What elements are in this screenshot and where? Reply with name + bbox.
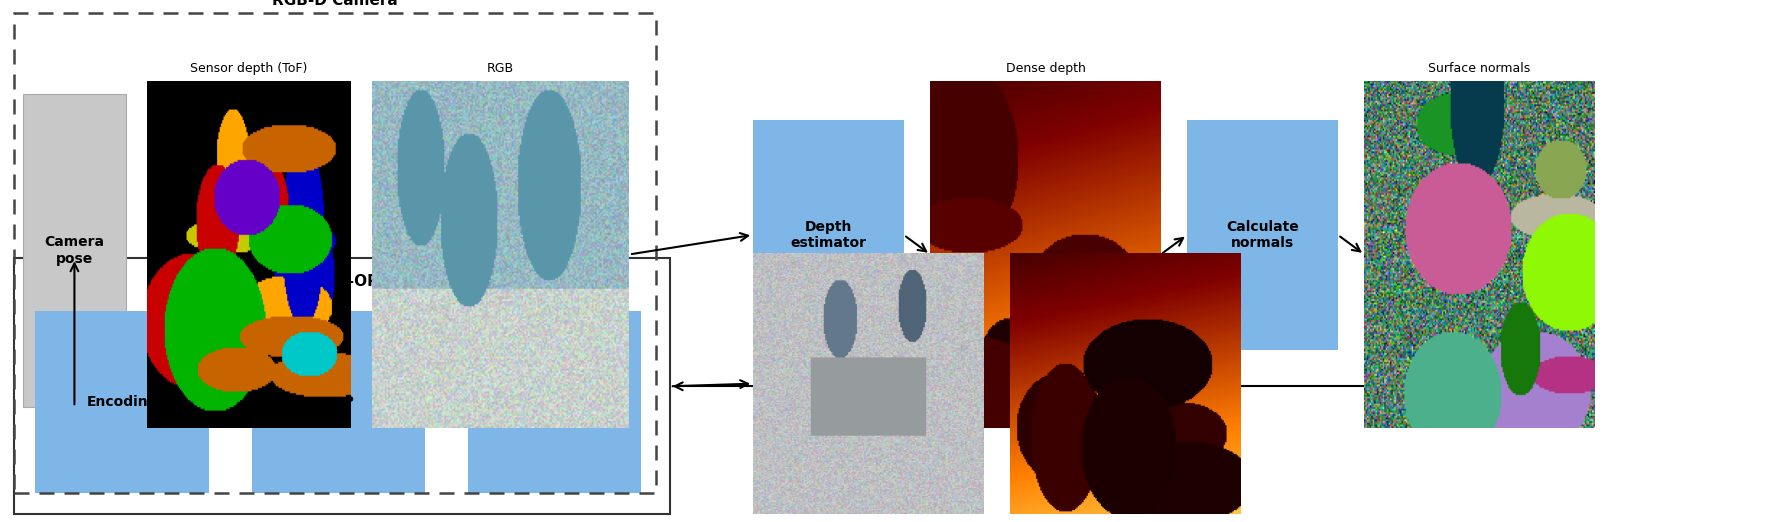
Text: Depth
estimator: Depth estimator [790, 220, 867, 250]
FancyBboxPatch shape [753, 120, 904, 350]
Text: Camera
pose: Camera pose [44, 235, 105, 266]
Text: Dense depth: Dense depth [1005, 62, 1086, 75]
FancyBboxPatch shape [35, 311, 209, 493]
Text: NeRF-OR: NeRF-OR [305, 274, 379, 289]
Text: Encoding: Encoding [87, 395, 158, 409]
Text: RGB: RGB [487, 62, 514, 75]
Text: Sensor depth (ToF): Sensor depth (ToF) [190, 62, 308, 75]
Text: RGB-D Camera: RGB-D Camera [273, 0, 397, 8]
Text: NeRF-OR: NeRF-OR [307, 379, 377, 393]
Text: Volume
rendering: Volume rendering [516, 387, 594, 417]
FancyBboxPatch shape [14, 258, 670, 514]
FancyBboxPatch shape [1187, 120, 1338, 350]
FancyBboxPatch shape [252, 311, 425, 493]
Text: Calculate
normals: Calculate normals [1226, 220, 1299, 250]
FancyBboxPatch shape [468, 311, 641, 493]
Text: MLP: MLP [323, 395, 354, 409]
Text: Surface normals: Surface normals [1428, 62, 1531, 75]
FancyBboxPatch shape [23, 94, 126, 407]
